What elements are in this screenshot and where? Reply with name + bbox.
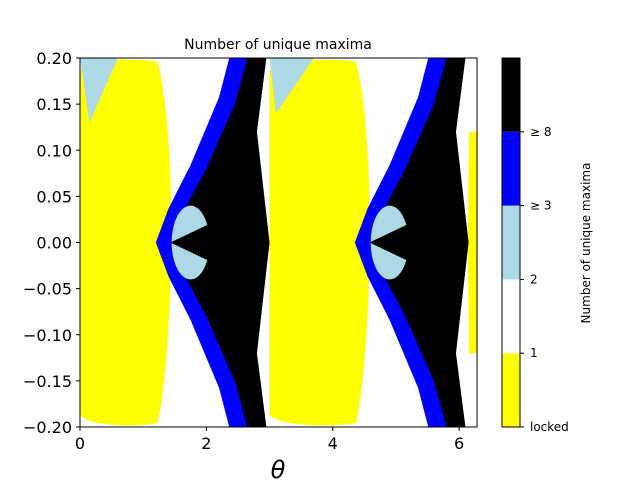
y-tick-label: 0.00: [36, 234, 72, 253]
y-axis: 0.20 0.15 0.10 0.05 0.00 −0.05 −0.10 −0.15 −0.20: [23, 49, 80, 437]
colorbar-segment: [502, 279, 520, 354]
colorbar-segment: [502, 58, 520, 132]
y-tick-label: −0.20: [23, 418, 72, 437]
x-tick-label: 4: [328, 434, 338, 453]
colorbar-frame: [501, 57, 521, 428]
x-tick-label: 6: [454, 434, 464, 453]
colorbar: locked 1 2 ≥ 3 ≥ 8: [501, 57, 569, 434]
colorbar-tick-label: 2: [530, 272, 538, 286]
colorbar-segment: [502, 131, 520, 206]
colorbar-tick-label: 1: [530, 346, 538, 360]
x-tick-label: 2: [201, 434, 211, 453]
colorbar-tick-label: locked: [530, 420, 569, 434]
chaotic-region: [170, 214, 229, 271]
heatmap-layer: [80, 58, 477, 427]
locked-region: [467, 131, 477, 354]
locked-region: [80, 59, 172, 426]
colorbar-segment: [502, 353, 520, 427]
y-tick-label: 0.10: [36, 141, 72, 160]
x-tick-label: 0: [75, 434, 85, 453]
locked-region: [269, 59, 370, 426]
y-tick-label: −0.05: [23, 280, 72, 299]
y-tick-label: −0.10: [23, 326, 72, 345]
x-axis: 0 2 4 6: [75, 427, 464, 453]
two-maxima-region: [80, 58, 118, 123]
y-tick-label: 0.05: [36, 187, 72, 206]
y-tick-label: −0.15: [23, 372, 72, 391]
colorbar-tick-label: ≥ 3: [530, 199, 552, 213]
y-tick-label: 0.15: [36, 95, 72, 114]
two-maxima-region: [269, 58, 314, 114]
colorbar-tick-label: ≥ 8: [530, 125, 552, 139]
x-axis-label: θ: [271, 456, 286, 480]
chaotic-region: [369, 214, 428, 271]
colorbar-label: Number of unique maxima: [579, 163, 593, 324]
chart-title: Number of unique maxima: [184, 37, 372, 53]
y-tick-label: 0.20: [36, 49, 72, 68]
colorbar-segment: [502, 205, 520, 280]
